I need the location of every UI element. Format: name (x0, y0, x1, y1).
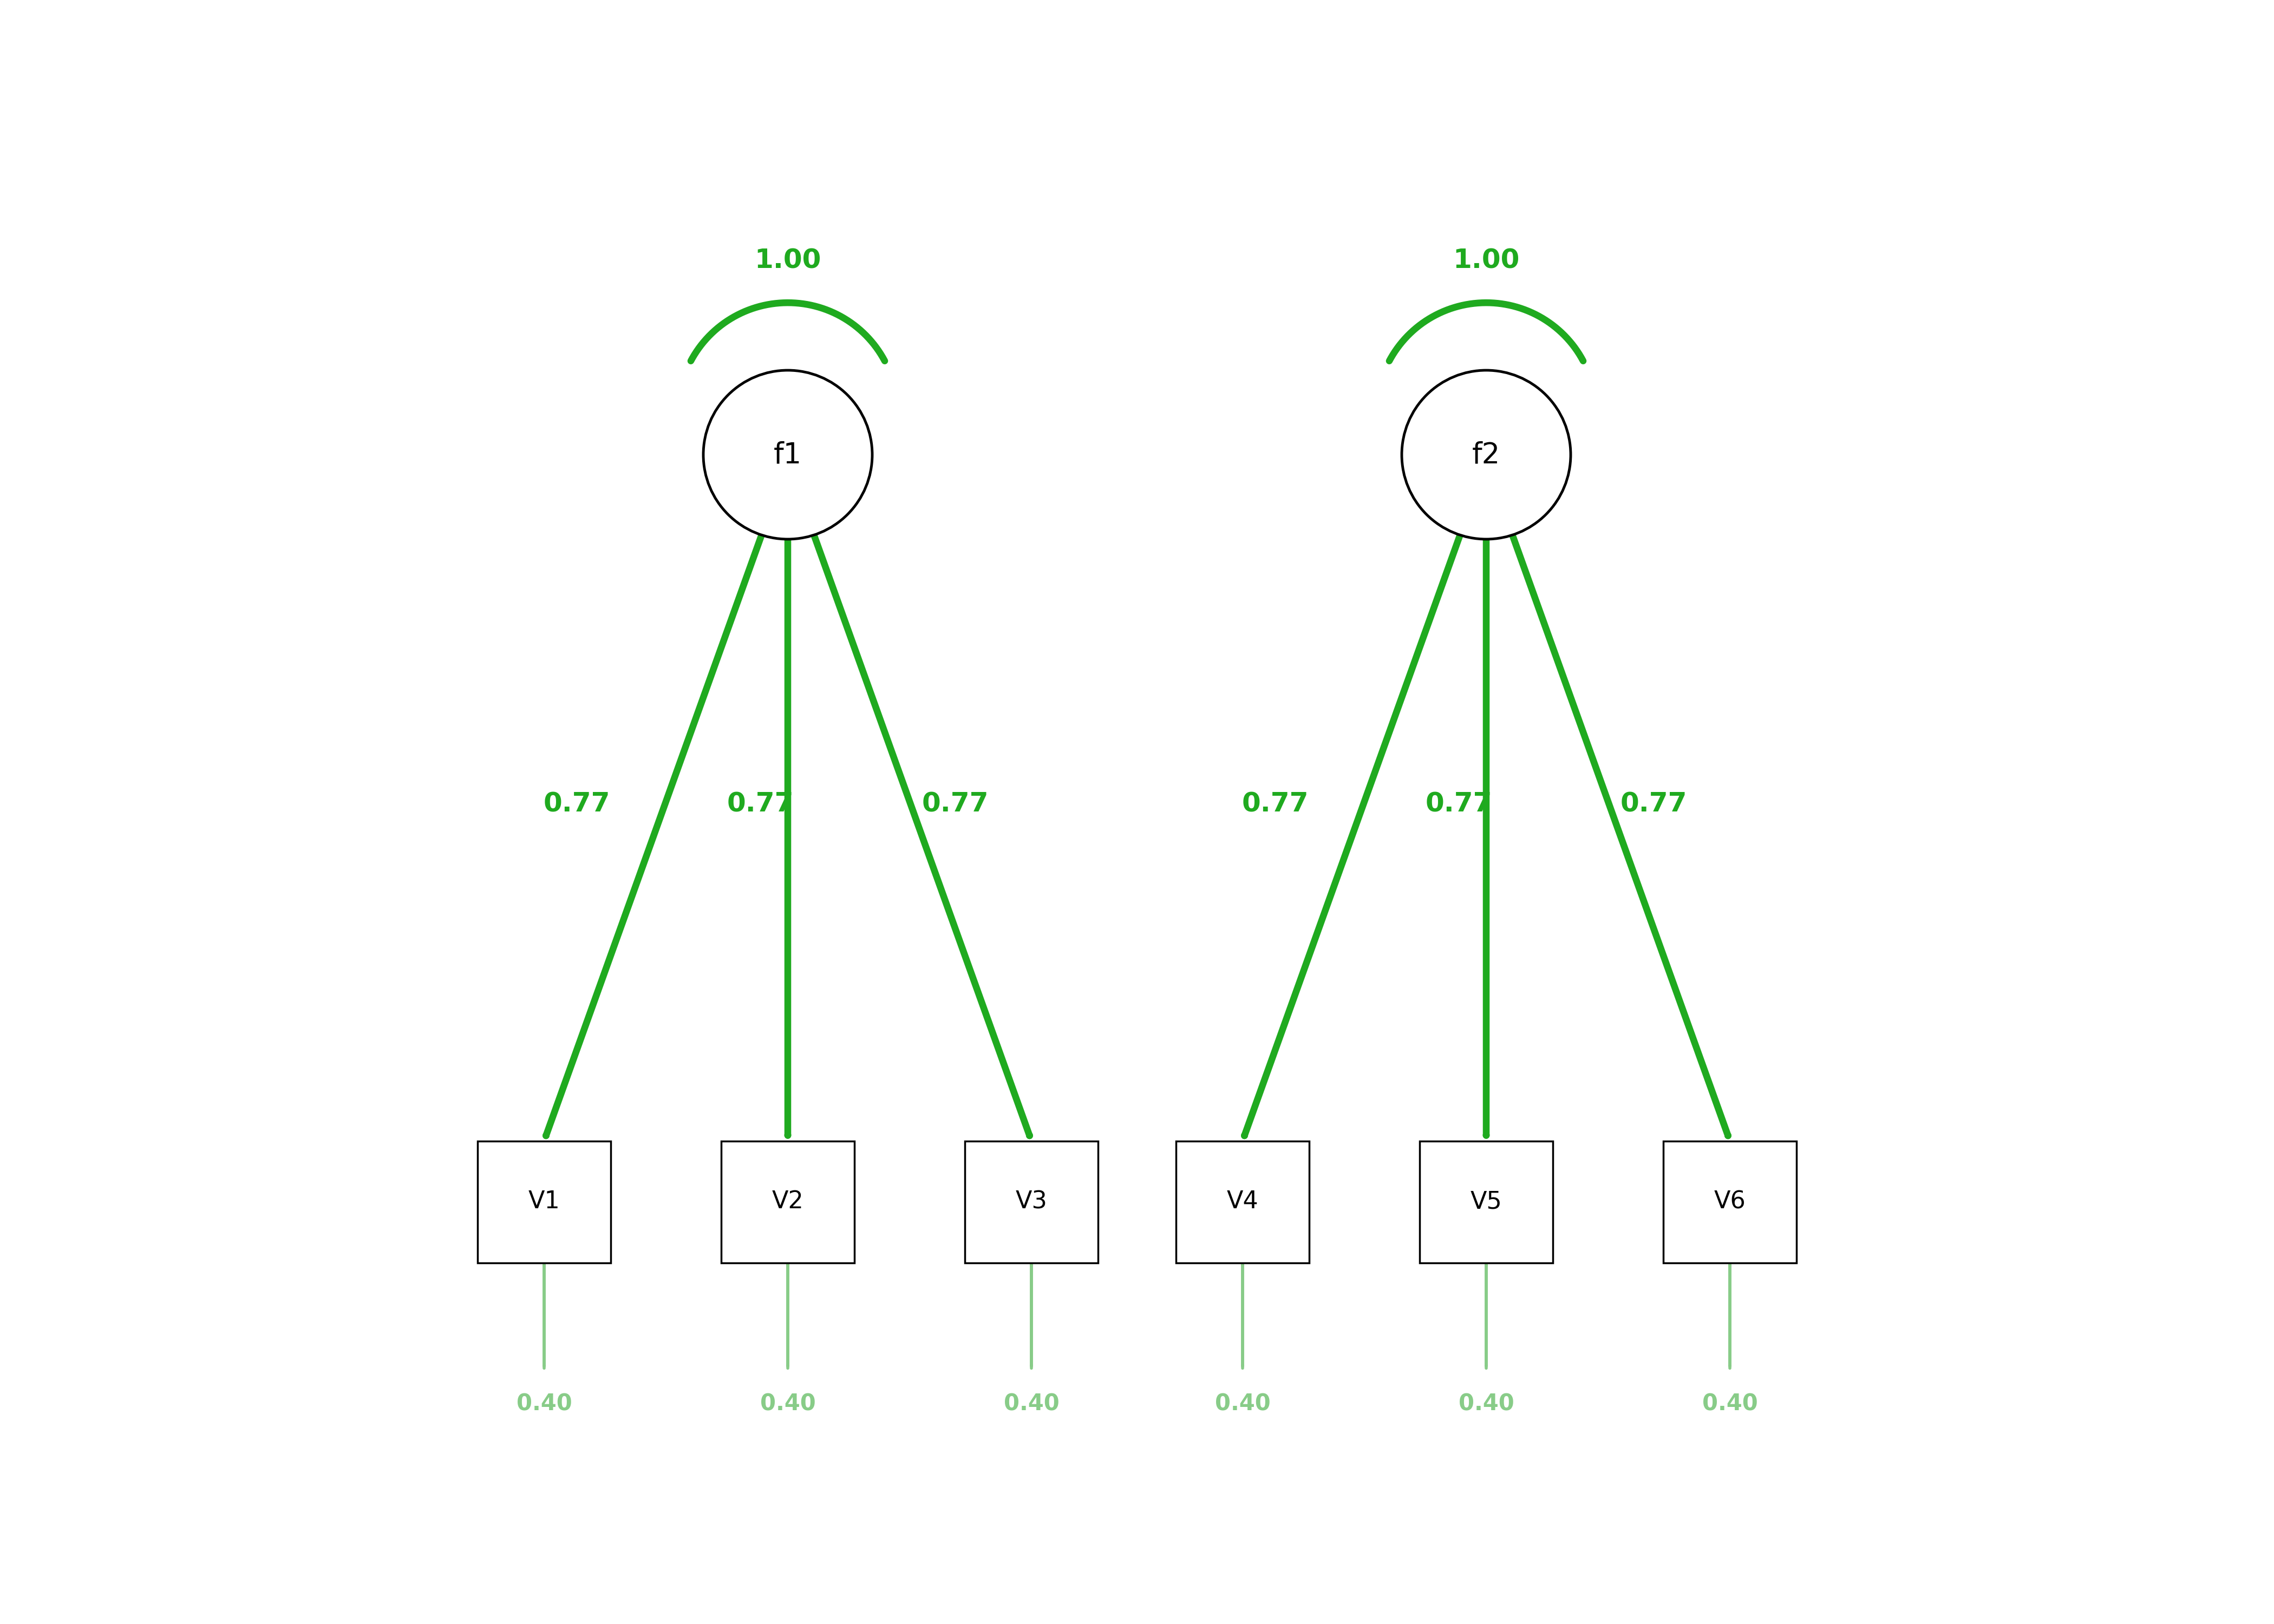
Text: V4: V4 (1226, 1190, 1258, 1213)
FancyBboxPatch shape (1419, 1140, 1553, 1263)
FancyBboxPatch shape (721, 1140, 855, 1263)
Text: 0.40: 0.40 (1458, 1392, 1514, 1415)
Text: 0.40: 0.40 (516, 1392, 573, 1415)
Text: V1: V1 (528, 1190, 559, 1213)
Text: 0.77: 0.77 (728, 791, 794, 817)
Text: 0.77: 0.77 (1426, 791, 1492, 817)
Circle shape (1401, 370, 1571, 539)
FancyBboxPatch shape (1662, 1140, 1796, 1263)
Text: 0.40: 0.40 (760, 1392, 816, 1415)
Text: f1: f1 (773, 440, 803, 469)
Text: 0.40: 0.40 (1003, 1392, 1060, 1415)
Text: V5: V5 (1471, 1190, 1503, 1213)
Circle shape (703, 370, 873, 539)
Text: 1.00: 1.00 (1453, 247, 1519, 273)
FancyBboxPatch shape (1176, 1140, 1310, 1263)
Text: 0.40: 0.40 (1701, 1392, 1758, 1415)
Text: V2: V2 (771, 1190, 803, 1213)
Text: 0.77: 0.77 (1242, 791, 1308, 817)
Text: f2: f2 (1471, 440, 1501, 469)
Text: 0.40: 0.40 (1214, 1392, 1271, 1415)
Text: 0.77: 0.77 (543, 791, 609, 817)
Text: V3: V3 (1016, 1190, 1048, 1213)
FancyBboxPatch shape (478, 1140, 612, 1263)
FancyBboxPatch shape (964, 1140, 1098, 1263)
Text: 1.00: 1.00 (755, 247, 821, 273)
Text: 0.77: 0.77 (1619, 791, 1687, 817)
Text: 0.77: 0.77 (921, 791, 989, 817)
Text: V6: V6 (1715, 1190, 1746, 1213)
